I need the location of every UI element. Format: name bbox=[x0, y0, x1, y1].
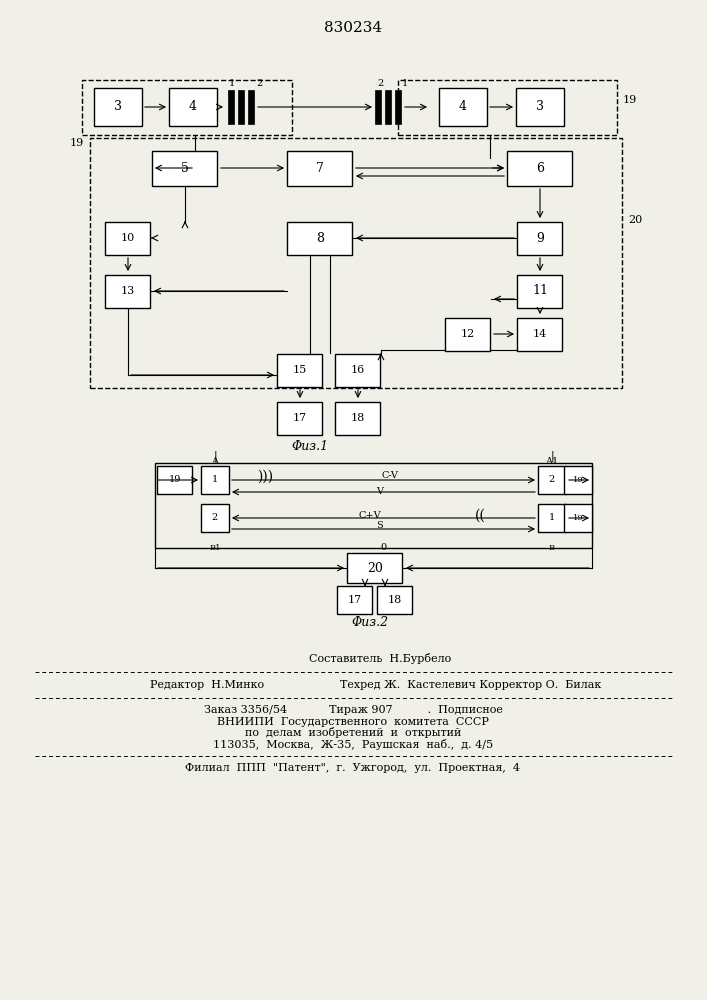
Text: Филиал  ППП  "Патент",  г.  Ужгород,  ул.  Проектная,  4: Филиал ППП "Патент", г. Ужгород, ул. Про… bbox=[185, 763, 520, 773]
Text: 2: 2 bbox=[212, 514, 218, 522]
Bar bbox=[398, 80, 617, 135]
Bar bbox=[336, 354, 380, 386]
Text: 2: 2 bbox=[549, 476, 555, 485]
Bar bbox=[288, 150, 353, 186]
Text: 11: 11 bbox=[532, 284, 548, 298]
Text: 19: 19 bbox=[623, 95, 637, 105]
Bar bbox=[518, 274, 563, 308]
Text: B: B bbox=[549, 544, 555, 552]
Bar bbox=[90, 138, 622, 388]
Bar bbox=[439, 88, 487, 126]
Text: 2: 2 bbox=[378, 79, 384, 88]
Text: 20: 20 bbox=[367, 562, 383, 574]
Bar bbox=[348, 553, 402, 583]
Bar bbox=[395, 90, 401, 124]
Text: Техред Ж.  Кастелевич Корректор О.  Билак: Техред Ж. Кастелевич Корректор О. Билак bbox=[340, 680, 601, 690]
Bar bbox=[564, 504, 592, 532]
Text: C+V: C+V bbox=[358, 510, 381, 520]
Text: Составитель  Н.Бурбело: Составитель Н.Бурбело bbox=[309, 652, 451, 664]
Text: 1: 1 bbox=[229, 79, 235, 88]
Text: |: | bbox=[214, 450, 217, 462]
Text: C-V: C-V bbox=[382, 471, 399, 480]
Bar bbox=[378, 586, 412, 614]
Bar bbox=[385, 90, 391, 124]
Text: Редактор  Н.Минко: Редактор Н.Минко bbox=[150, 680, 264, 690]
Bar bbox=[248, 90, 254, 124]
Bar bbox=[336, 401, 380, 434]
Text: Φиз.2: Φиз.2 bbox=[351, 615, 389, 629]
Text: ((: (( bbox=[474, 509, 486, 523]
Bar bbox=[508, 150, 573, 186]
Bar bbox=[158, 466, 192, 494]
Text: ВНИИПИ  Государственного  комитета  СССР: ВНИИПИ Государственного комитета СССР bbox=[217, 717, 489, 727]
Bar bbox=[288, 222, 353, 254]
Text: Заказ 3356/54            Тираж 907          .  Подписное: Заказ 3356/54 Тираж 907 . Подписное bbox=[204, 705, 503, 715]
Bar bbox=[518, 222, 563, 254]
Text: 830234: 830234 bbox=[324, 21, 382, 35]
Bar bbox=[564, 466, 592, 494]
Bar bbox=[516, 88, 564, 126]
Text: |: | bbox=[550, 450, 554, 462]
Text: B1: B1 bbox=[209, 544, 221, 552]
Bar bbox=[337, 586, 373, 614]
Bar bbox=[278, 354, 322, 386]
Text: 7: 7 bbox=[316, 161, 324, 174]
Text: 18: 18 bbox=[351, 413, 365, 423]
Text: 4: 4 bbox=[189, 101, 197, 113]
Text: 19: 19 bbox=[169, 476, 181, 485]
Bar bbox=[105, 274, 151, 308]
Text: 3: 3 bbox=[114, 101, 122, 113]
Text: 17: 17 bbox=[348, 595, 362, 605]
Text: Φиз.1: Φиз.1 bbox=[291, 440, 329, 454]
Text: 6: 6 bbox=[536, 161, 544, 174]
Text: S: S bbox=[377, 522, 383, 530]
Bar bbox=[153, 150, 218, 186]
Bar bbox=[169, 88, 217, 126]
Text: 10: 10 bbox=[121, 233, 135, 243]
Text: A: A bbox=[211, 456, 218, 466]
Bar bbox=[538, 466, 566, 494]
Text: 1: 1 bbox=[212, 476, 218, 485]
Text: 18: 18 bbox=[388, 595, 402, 605]
Text: 8: 8 bbox=[316, 232, 324, 244]
Bar bbox=[94, 88, 142, 126]
Bar bbox=[228, 90, 234, 124]
Text: 19: 19 bbox=[573, 514, 583, 522]
Text: по  делам  изобретений  и  открытий: по делам изобретений и открытий bbox=[245, 728, 461, 738]
Text: V: V bbox=[377, 488, 383, 496]
Text: 15: 15 bbox=[293, 365, 307, 375]
Bar bbox=[238, 90, 244, 124]
Text: 9: 9 bbox=[536, 232, 544, 244]
Text: 0: 0 bbox=[380, 544, 386, 552]
Bar bbox=[105, 222, 151, 254]
Bar bbox=[538, 504, 566, 532]
Text: 12: 12 bbox=[461, 329, 475, 339]
Bar bbox=[201, 466, 229, 494]
Text: 19: 19 bbox=[573, 476, 583, 484]
Bar bbox=[155, 463, 592, 548]
Text: 5: 5 bbox=[181, 161, 189, 174]
Bar bbox=[375, 90, 381, 124]
Bar bbox=[278, 401, 322, 434]
Text: 1: 1 bbox=[549, 514, 555, 522]
Text: A1: A1 bbox=[545, 456, 559, 466]
Text: 19: 19 bbox=[70, 138, 84, 148]
Text: 1: 1 bbox=[402, 79, 408, 88]
Bar bbox=[82, 80, 292, 135]
Text: 3: 3 bbox=[536, 101, 544, 113]
Text: 17: 17 bbox=[293, 413, 307, 423]
Bar bbox=[445, 318, 491, 351]
Bar bbox=[518, 318, 563, 351]
Text: 16: 16 bbox=[351, 365, 365, 375]
Text: 13: 13 bbox=[121, 286, 135, 296]
Text: 113035,  Москва,  Ж-35,  Раушская  наб.,  д. 4/5: 113035, Москва, Ж-35, Раушская наб., д. … bbox=[213, 738, 493, 750]
Text: 20: 20 bbox=[628, 215, 642, 225]
Text: 4: 4 bbox=[459, 101, 467, 113]
Text: 14: 14 bbox=[533, 329, 547, 339]
Text: ))): ))) bbox=[257, 470, 273, 484]
Text: 2: 2 bbox=[257, 79, 263, 88]
Bar bbox=[201, 504, 229, 532]
